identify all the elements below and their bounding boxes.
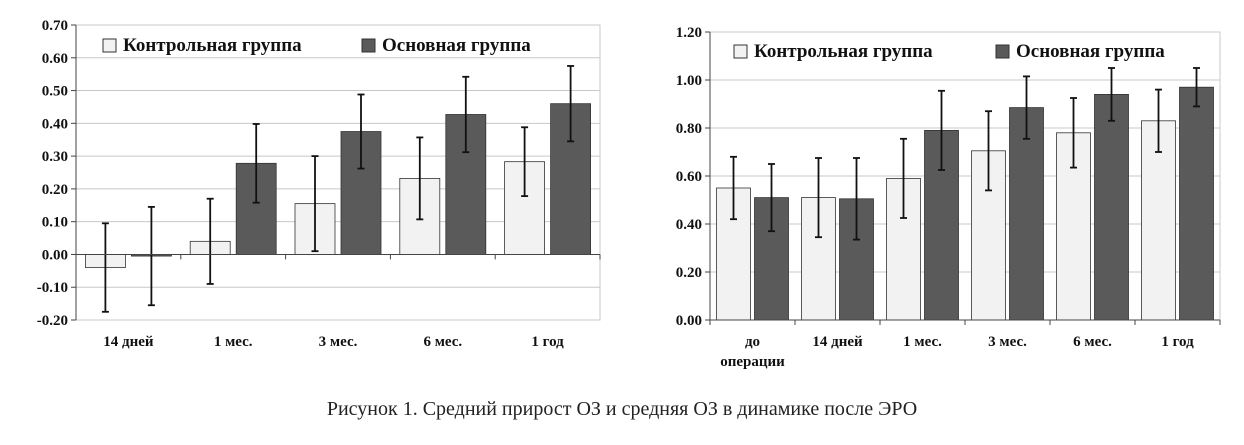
axes: -0.20 -0.10 0.00 0.10 0.20 0.30 0.40 0.50 0.60 0.… bbox=[37, 18, 601, 350]
figure-caption: Рисунок 1. Средний прирост ОЗ и средняя … bbox=[326, 398, 918, 420]
y-tick-label: 0.20 bbox=[676, 265, 702, 281]
y-tick-label: 0.70 bbox=[42, 18, 68, 34]
y-tick-label: 0.00 bbox=[42, 247, 68, 263]
legend-swatch bbox=[733, 44, 748, 59]
legend-label: Основная группа bbox=[1016, 41, 1165, 62]
x-category-label: 6 мес. bbox=[1073, 334, 1112, 350]
bar-main bbox=[1094, 94, 1129, 321]
x-category-label: 14 дней bbox=[103, 334, 154, 350]
y-tick-label: -0.10 bbox=[37, 280, 68, 296]
x-category-label: 1 год bbox=[1161, 334, 1194, 350]
x-category-label: 1 год bbox=[531, 334, 564, 350]
bars bbox=[716, 67, 1214, 321]
legend: Контрольная группа Основная группа bbox=[733, 41, 1165, 62]
y-tick-label: 1.20 bbox=[676, 25, 702, 41]
chart-left-svg: -0.20 -0.10 0.00 0.10 0.20 0.30 0.40 0.50 0.60 0.… bbox=[37, 18, 601, 350]
y-tick-label: 0.40 bbox=[42, 116, 68, 132]
y-tick-label: 0.30 bbox=[42, 149, 68, 165]
bars bbox=[85, 65, 591, 313]
x-category-label: 6 мес. bbox=[423, 334, 462, 350]
legend-label: Контрольная группа bbox=[123, 35, 302, 56]
legend-label: Контрольная группа bbox=[754, 41, 933, 62]
y-tick-label: -0.20 bbox=[37, 313, 68, 329]
legend: Контрольная группа Основная группа bbox=[102, 35, 531, 56]
axes: 0.00 0.20 0.40 0.60 0.80 1.00 1.20 до операции 14… bbox=[676, 25, 1221, 370]
x-category-label: 3 мес. bbox=[988, 334, 1027, 350]
x-category-label: 14 дней bbox=[812, 334, 863, 350]
legend-label: Основная группа bbox=[382, 35, 531, 56]
x-category-label: до операции bbox=[720, 334, 785, 370]
y-tick-label: 0.20 bbox=[42, 182, 68, 198]
legend-swatch bbox=[995, 44, 1010, 59]
bar-control bbox=[1141, 120, 1176, 321]
y-tick-label: 0.60 bbox=[42, 51, 68, 67]
y-tick-label: 0.00 bbox=[676, 313, 702, 329]
x-category-label: 1 мес. bbox=[903, 334, 942, 350]
chart-right-svg: 0.00 0.20 0.40 0.60 0.80 1.00 1.20 до операции 14… bbox=[676, 25, 1221, 370]
bar-main bbox=[1179, 86, 1214, 321]
y-tick-label: 1.00 bbox=[676, 73, 702, 89]
y-tick-label: 0.80 bbox=[676, 121, 702, 137]
y-tick-label: 0.60 bbox=[676, 169, 702, 185]
legend-swatch bbox=[102, 38, 117, 53]
x-category-label: 1 мес. bbox=[214, 334, 253, 350]
legend-swatch bbox=[361, 38, 376, 53]
bar-control bbox=[886, 177, 921, 321]
y-tick-label: 0.10 bbox=[42, 215, 68, 231]
y-tick-label: 0.40 bbox=[676, 217, 702, 233]
chart-left: -0.20 -0.10 0.00 0.10 0.20 0.30 0.40 0.50 0.60 0.… bbox=[0, 0, 610, 385]
x-category-label: 3 мес. bbox=[319, 334, 358, 350]
y-tick-label: 0.50 bbox=[42, 84, 68, 100]
chart-right: 0.00 0.20 0.40 0.60 0.80 1.00 1.20 до операции 14… bbox=[640, 0, 1244, 385]
